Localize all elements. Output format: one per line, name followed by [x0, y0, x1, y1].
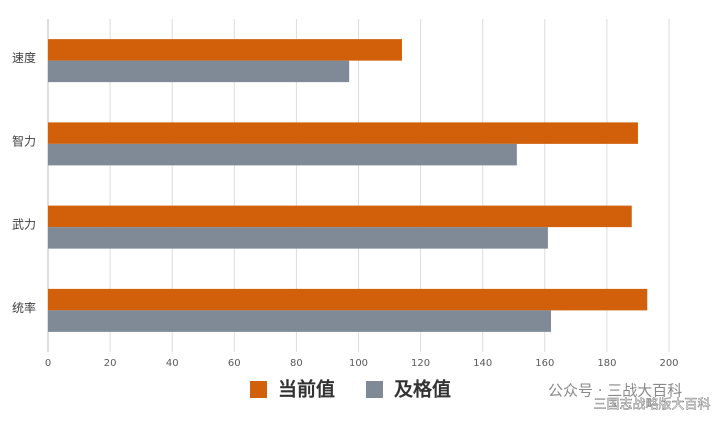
bar: [48, 122, 638, 144]
watermark-account: 公众号 · 三战大百科: [548, 382, 682, 400]
y-tick-label: 武力: [12, 218, 36, 232]
legend-swatch: [366, 381, 383, 398]
legend-label: 当前值: [278, 378, 335, 401]
bar: [48, 205, 632, 228]
x-tick-label: 80: [290, 358, 303, 369]
x-tick-label: 140: [473, 358, 492, 369]
bar: [48, 310, 552, 332]
x-tick-label: 160: [535, 358, 554, 369]
bar: [48, 288, 648, 311]
bar: [48, 39, 402, 61]
y-tick-label: 智力: [12, 133, 36, 148]
y-tick-label: 速度: [12, 50, 36, 65]
x-tick-label: 100: [349, 358, 368, 369]
y-tick-label: 统率: [12, 300, 36, 315]
bar: [48, 143, 517, 166]
x-tick-label: 40: [166, 358, 179, 369]
x-tick-label: 200: [659, 358, 678, 369]
x-tick-label: 60: [228, 358, 241, 369]
x-tick-label: 180: [597, 358, 616, 369]
x-tick-label: 120: [411, 358, 430, 369]
x-tick-label: 0: [45, 358, 51, 369]
x-tick-label: 20: [104, 358, 117, 369]
bar: [48, 227, 548, 249]
watermark-site: 三国志战略版大百科: [593, 397, 710, 413]
legend-swatch: [250, 381, 267, 398]
legend-label: 及格值: [394, 378, 451, 401]
bar: [48, 60, 350, 83]
